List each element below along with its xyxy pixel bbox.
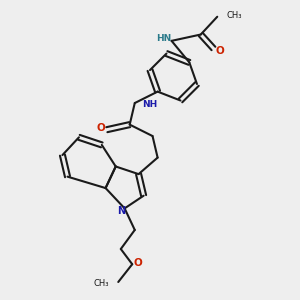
Text: HN: HN — [156, 34, 172, 43]
Text: O: O — [97, 123, 106, 134]
Text: NH: NH — [142, 100, 157, 109]
Text: N: N — [117, 206, 125, 216]
Text: O: O — [134, 258, 142, 268]
Text: CH₃: CH₃ — [226, 11, 242, 20]
Text: CH₃: CH₃ — [94, 279, 110, 288]
Text: O: O — [215, 46, 224, 56]
